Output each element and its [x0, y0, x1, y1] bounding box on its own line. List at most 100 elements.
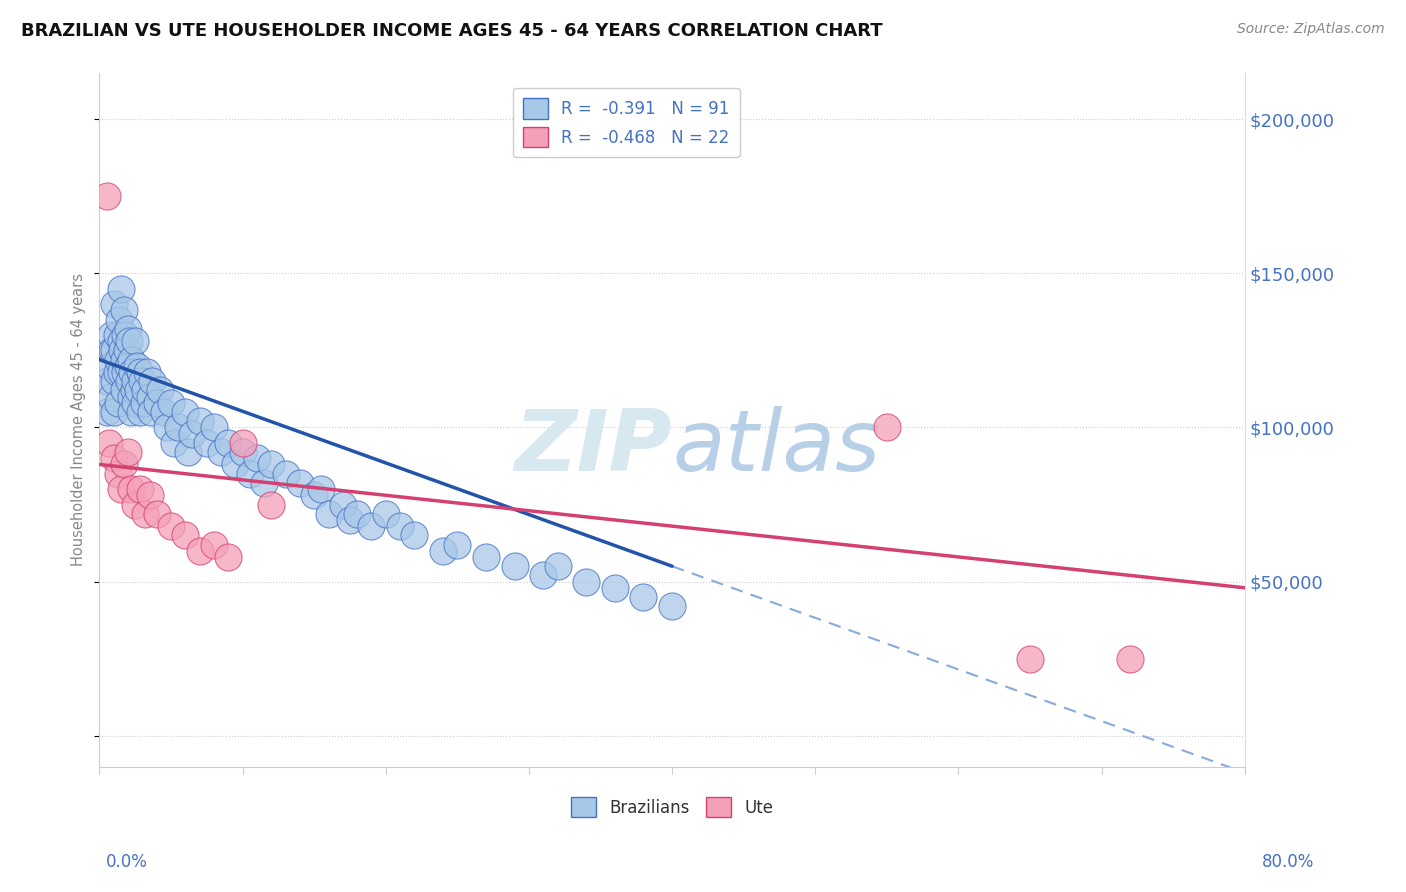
Point	[120, 352, 142, 367]
Point	[246, 451, 269, 466]
Point	[260, 498, 283, 512]
Point	[110, 365, 132, 379]
Point	[531, 568, 554, 582]
Point	[103, 297, 125, 311]
Point	[432, 543, 454, 558]
Point	[446, 538, 468, 552]
Point	[163, 436, 186, 450]
Point	[339, 513, 361, 527]
Point	[145, 396, 167, 410]
Point	[404, 528, 426, 542]
Point	[188, 414, 211, 428]
Point	[209, 445, 232, 459]
Point	[120, 390, 142, 404]
Point	[188, 543, 211, 558]
Point	[96, 189, 118, 203]
Point	[332, 498, 354, 512]
Point	[121, 365, 143, 379]
Point	[318, 507, 340, 521]
Point	[100, 390, 122, 404]
Point	[174, 405, 197, 419]
Point	[120, 482, 142, 496]
Point	[107, 396, 129, 410]
Text: ZIP: ZIP	[515, 406, 672, 489]
Point	[115, 343, 138, 358]
Point	[1019, 651, 1042, 665]
Point	[122, 384, 145, 398]
Point	[239, 467, 262, 481]
Point	[128, 482, 150, 496]
Point	[118, 374, 141, 388]
Point	[128, 405, 150, 419]
Point	[274, 467, 297, 481]
Point	[101, 343, 124, 358]
Point	[120, 405, 142, 419]
Point	[156, 420, 179, 434]
Point	[96, 405, 118, 419]
Point	[124, 374, 146, 388]
Point	[346, 507, 368, 521]
Point	[98, 359, 121, 373]
Point	[128, 365, 150, 379]
Point	[1119, 651, 1142, 665]
Point	[134, 507, 156, 521]
Point	[224, 458, 246, 472]
Point	[131, 374, 153, 388]
Text: Source: ZipAtlas.com: Source: ZipAtlas.com	[1237, 22, 1385, 37]
Point	[160, 396, 183, 410]
Point	[110, 282, 132, 296]
Point	[288, 475, 311, 490]
Point	[876, 420, 898, 434]
Point	[107, 467, 129, 481]
Point	[195, 436, 218, 450]
Point	[103, 451, 125, 466]
Text: BRAZILIAN VS UTE HOUSEHOLDER INCOME AGES 45 - 64 YEARS CORRELATION CHART: BRAZILIAN VS UTE HOUSEHOLDER INCOME AGES…	[21, 22, 883, 40]
Point	[112, 352, 135, 367]
Point	[311, 482, 333, 496]
Point	[217, 549, 239, 564]
Y-axis label: Householder Income Ages 45 - 64 years: Householder Income Ages 45 - 64 years	[72, 273, 86, 566]
Point	[260, 458, 283, 472]
Point	[153, 405, 176, 419]
Point	[127, 384, 149, 398]
Point	[177, 445, 200, 459]
Point	[139, 405, 162, 419]
Point	[503, 559, 526, 574]
Point	[118, 334, 141, 348]
Point	[202, 420, 225, 434]
Point	[148, 384, 170, 398]
Point	[108, 312, 131, 326]
Point	[547, 559, 569, 574]
Point	[253, 475, 276, 490]
Point	[475, 549, 498, 564]
Point	[117, 359, 139, 373]
Point	[96, 374, 118, 388]
Point	[145, 507, 167, 521]
Point	[114, 328, 136, 343]
Point	[112, 303, 135, 318]
Point	[114, 365, 136, 379]
Text: atlas: atlas	[672, 406, 880, 489]
Point	[112, 458, 135, 472]
Point	[167, 420, 190, 434]
Point	[575, 574, 598, 589]
Point	[232, 445, 254, 459]
Point	[374, 507, 396, 521]
Point	[232, 436, 254, 450]
Point	[389, 519, 412, 533]
Point	[603, 581, 626, 595]
Point	[110, 334, 132, 348]
Point	[117, 322, 139, 336]
Point	[100, 328, 122, 343]
Point	[134, 384, 156, 398]
Point	[103, 343, 125, 358]
Point	[103, 374, 125, 388]
Point	[98, 436, 121, 450]
Point	[217, 436, 239, 450]
Point	[202, 538, 225, 552]
Point	[181, 426, 204, 441]
Point	[135, 365, 157, 379]
Point	[111, 343, 134, 358]
Point	[107, 352, 129, 367]
Point	[105, 365, 128, 379]
